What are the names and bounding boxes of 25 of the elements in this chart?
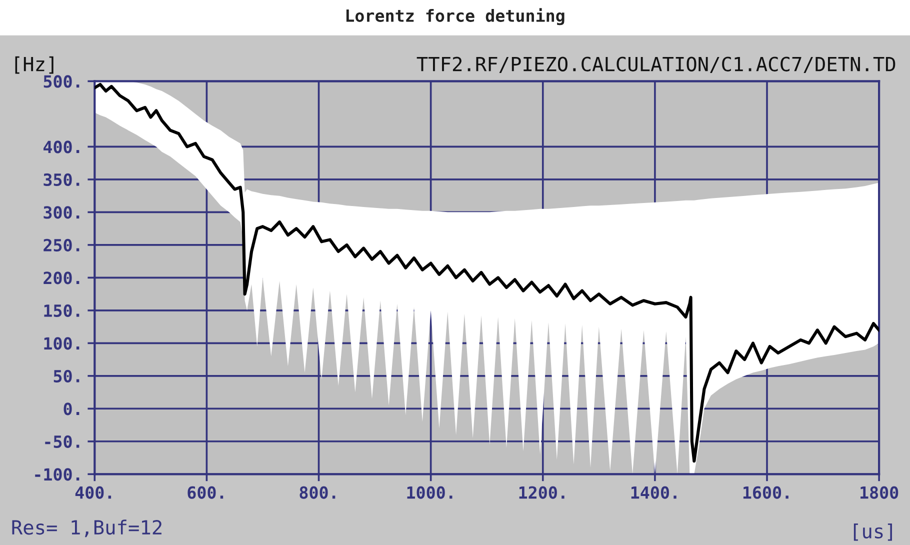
y-tick-label: 250. xyxy=(44,238,80,252)
text: Res= 1,Buf=12 xyxy=(12,520,162,538)
x-tick-label: 1400. xyxy=(631,486,676,499)
y-tick-label: 200. xyxy=(44,272,80,284)
x-tick-label: 1000. xyxy=(407,486,452,499)
x-axis-title: [us] xyxy=(854,523,892,541)
y-axis-title: [Hz] xyxy=(15,56,54,74)
x-tick-label: 400. xyxy=(75,486,112,499)
y-tick-label: 350. xyxy=(44,173,80,186)
text: TTF2.RF/PIEZO.CALCULATION/C1.ACC7/DETN.TD xyxy=(416,56,896,73)
y-tick-label: -50. xyxy=(45,435,80,448)
y-tick-label: 50. xyxy=(54,370,80,382)
x-tick-label: 800. xyxy=(300,486,336,499)
y-tick-label: 300. xyxy=(44,206,80,219)
x-tick-label: 1600. xyxy=(743,486,788,499)
y-tick-label: 0. xyxy=(64,402,80,416)
x-tick-label: 1200. xyxy=(519,486,564,499)
x-tick-label: 600. xyxy=(188,486,224,499)
y-tick-label: 100. xyxy=(44,337,80,350)
y-tick-label: 500. xyxy=(44,75,80,88)
y-tick-label: -100. xyxy=(35,468,80,481)
chart-title: Lorentz force detuning xyxy=(346,8,564,26)
y-tick-label: 400. xyxy=(44,140,80,154)
y-tick-label: 150. xyxy=(44,304,80,317)
x-tick-label: 1800 xyxy=(860,486,898,499)
